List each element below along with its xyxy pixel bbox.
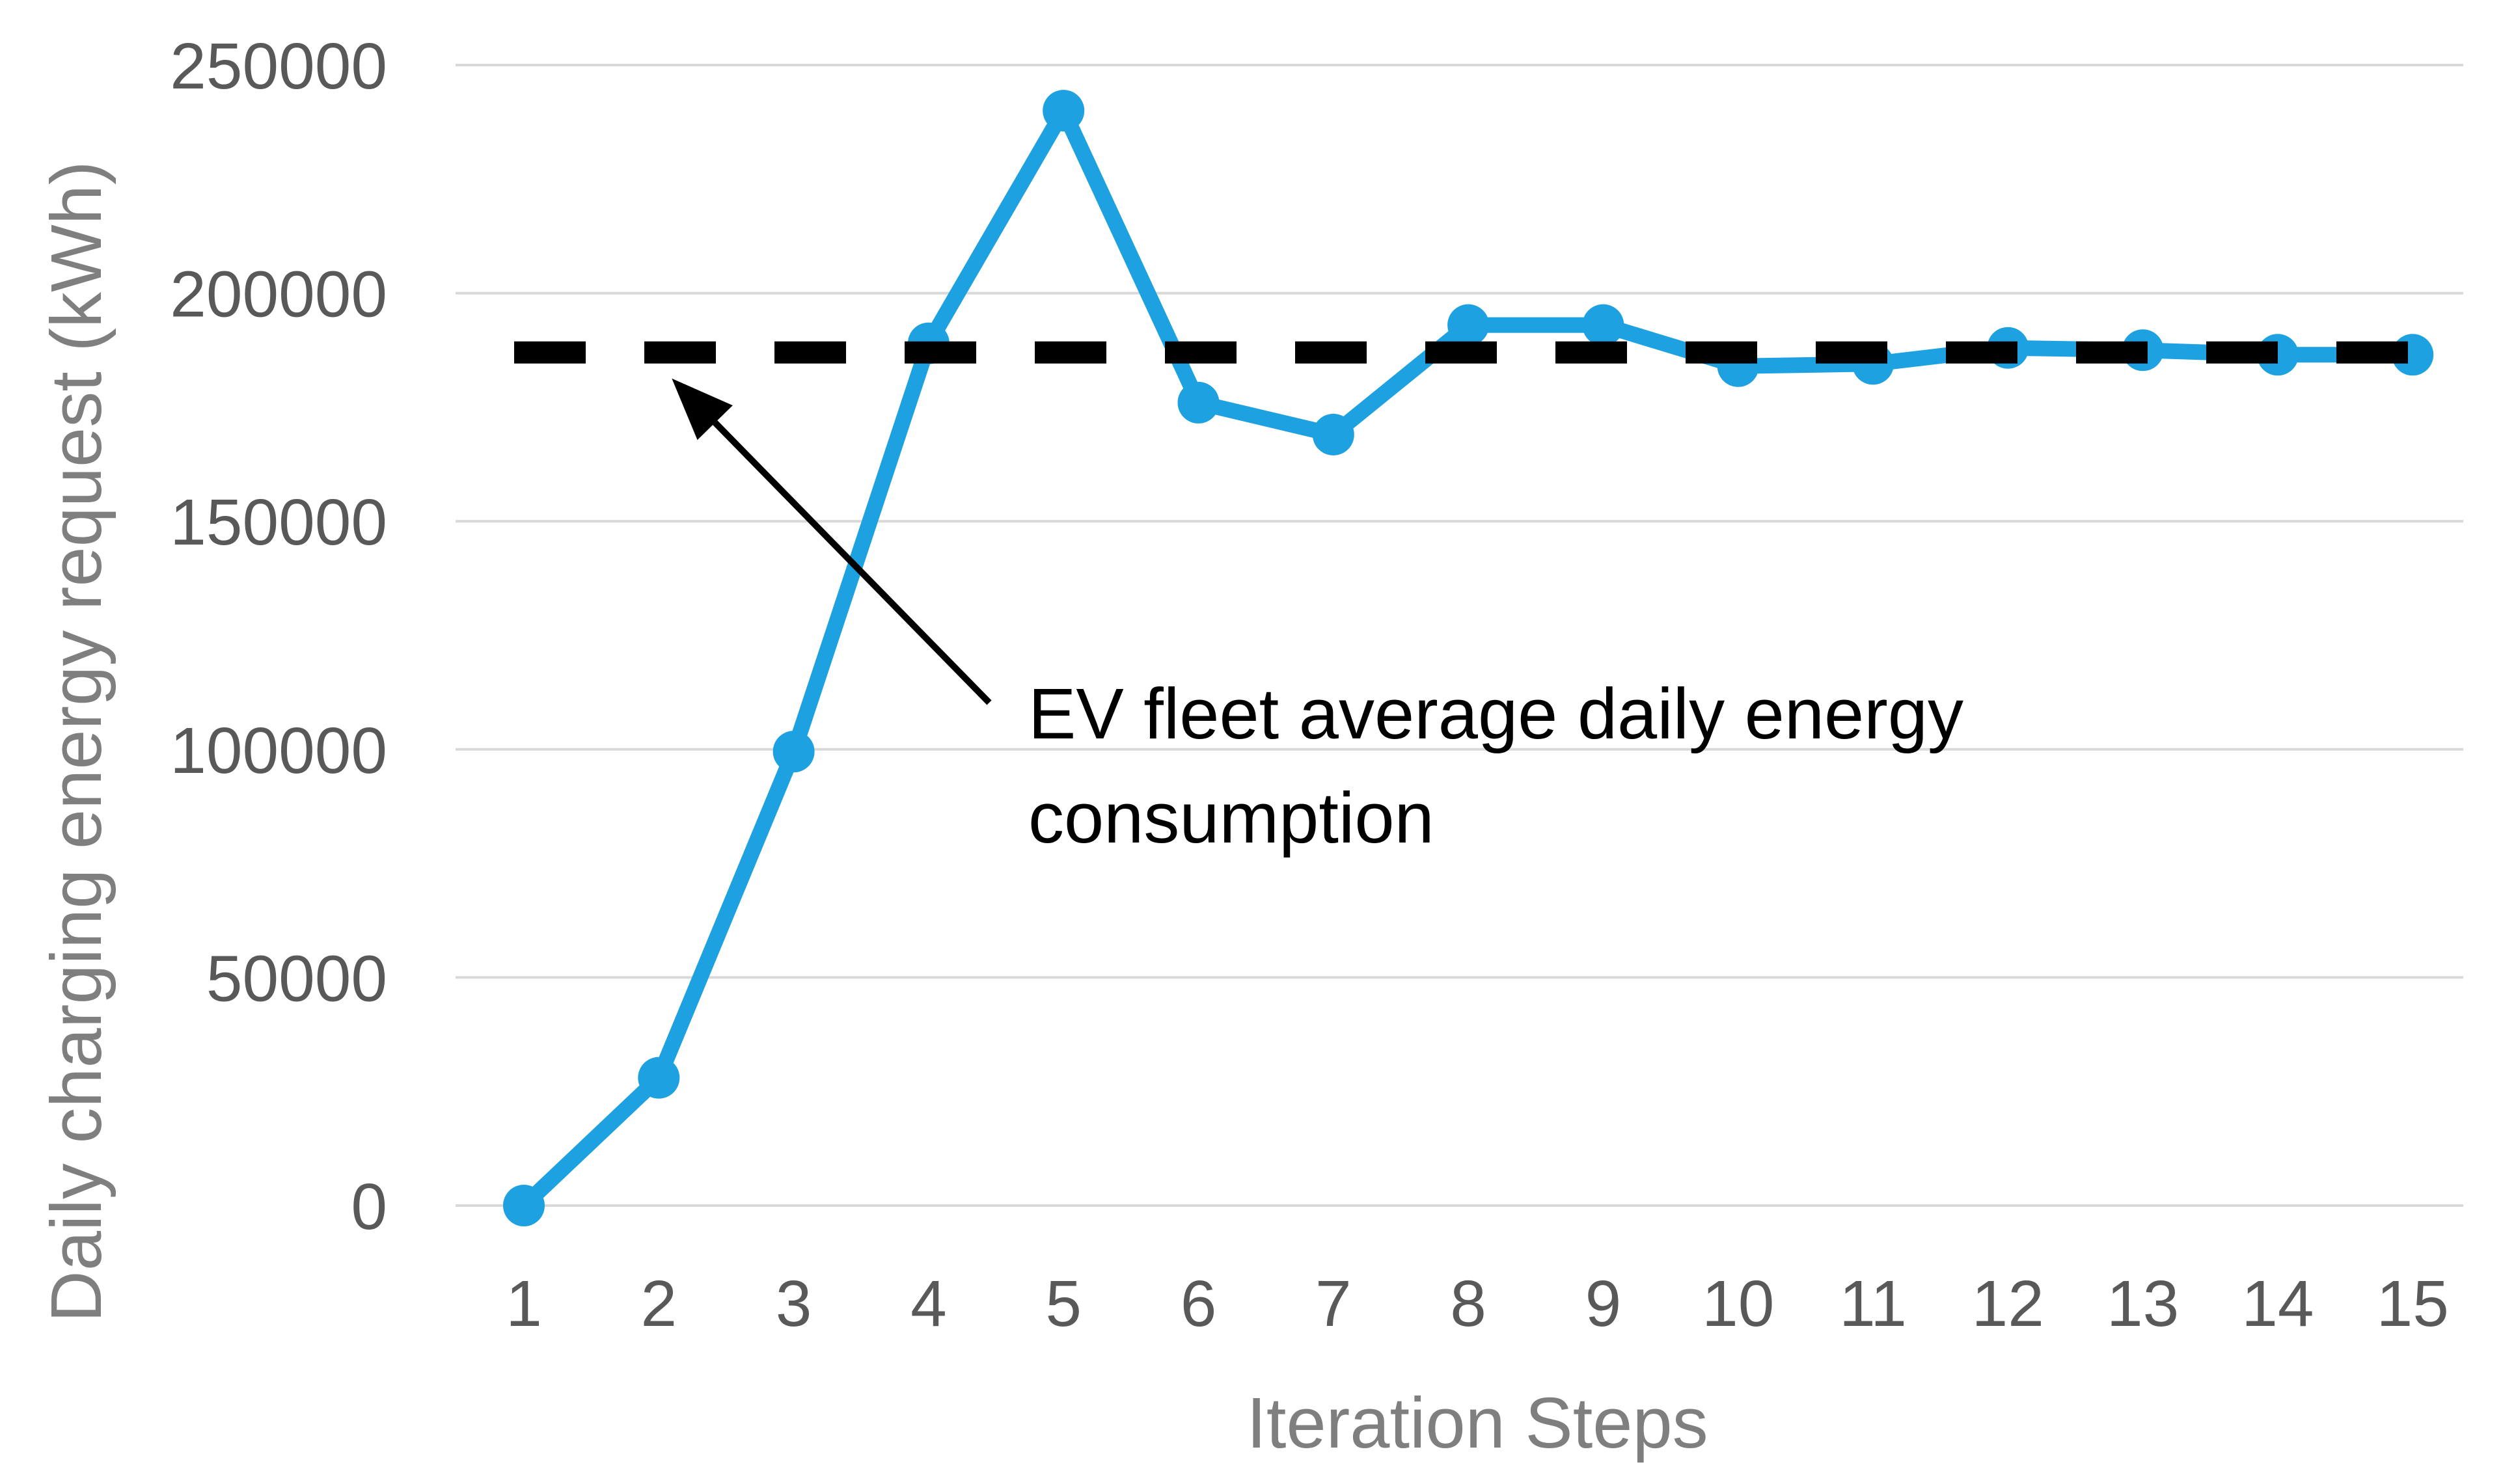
y-tick-label: 250000 [170, 30, 387, 103]
data-point [773, 731, 815, 773]
data-point [503, 1185, 545, 1226]
annotation-text-line1: EV fleet average daily energy [1028, 674, 1963, 754]
data-point [1043, 90, 1085, 132]
x-tick-label: 1 [506, 1267, 542, 1340]
data-point [1312, 413, 1354, 455]
annotation-group: EV fleet average daily energy consumptio… [672, 378, 1963, 858]
data-point [1177, 381, 1220, 424]
x-tick-label: 15 [2377, 1267, 2449, 1340]
data-point [638, 1057, 680, 1099]
y-tick-label: 0 [351, 1170, 387, 1243]
annotation-arrow [713, 420, 992, 705]
x-tick-label: 7 [1315, 1267, 1352, 1340]
data-point [1582, 304, 1624, 346]
x-tick-labels: 1 2 3 4 5 6 7 8 9 10 11 12 13 14 15 [506, 1267, 2449, 1340]
annotation-arrow-head [672, 378, 733, 440]
y-tick-label: 200000 [170, 258, 387, 331]
data-point [1447, 304, 1490, 346]
x-tick-label: 11 [1839, 1267, 1907, 1340]
x-tick-label: 6 [1181, 1267, 1217, 1340]
y-tick-labels: 0 50000 100000 150000 200000 250000 [170, 30, 387, 1243]
y-tick-label: 50000 [206, 942, 387, 1015]
y-tick-label: 100000 [170, 714, 387, 787]
x-tick-label: 14 [2241, 1267, 2314, 1340]
x-axis-title: Iteration Steps [1246, 1383, 1708, 1463]
y-tick-label: 150000 [170, 486, 387, 559]
x-tick-label: 8 [1450, 1267, 1486, 1340]
y-axis-title: Daily charging energy request (kWh) [36, 161, 116, 1322]
gridlines [456, 64, 2463, 1207]
x-tick-label: 4 [910, 1267, 947, 1340]
series-group [503, 90, 2434, 1226]
x-tick-label: 13 [2107, 1267, 2179, 1340]
x-tick-label: 3 [776, 1267, 812, 1340]
x-tick-label: 5 [1045, 1267, 1082, 1340]
x-tick-label: 9 [1585, 1267, 1622, 1340]
x-tick-label: 10 [1702, 1267, 1774, 1340]
x-tick-label: 12 [1972, 1267, 2044, 1340]
series-line [516, 103, 2421, 1213]
x-tick-label: 2 [640, 1267, 677, 1340]
annotation-text-line2: consumption [1028, 778, 1434, 858]
